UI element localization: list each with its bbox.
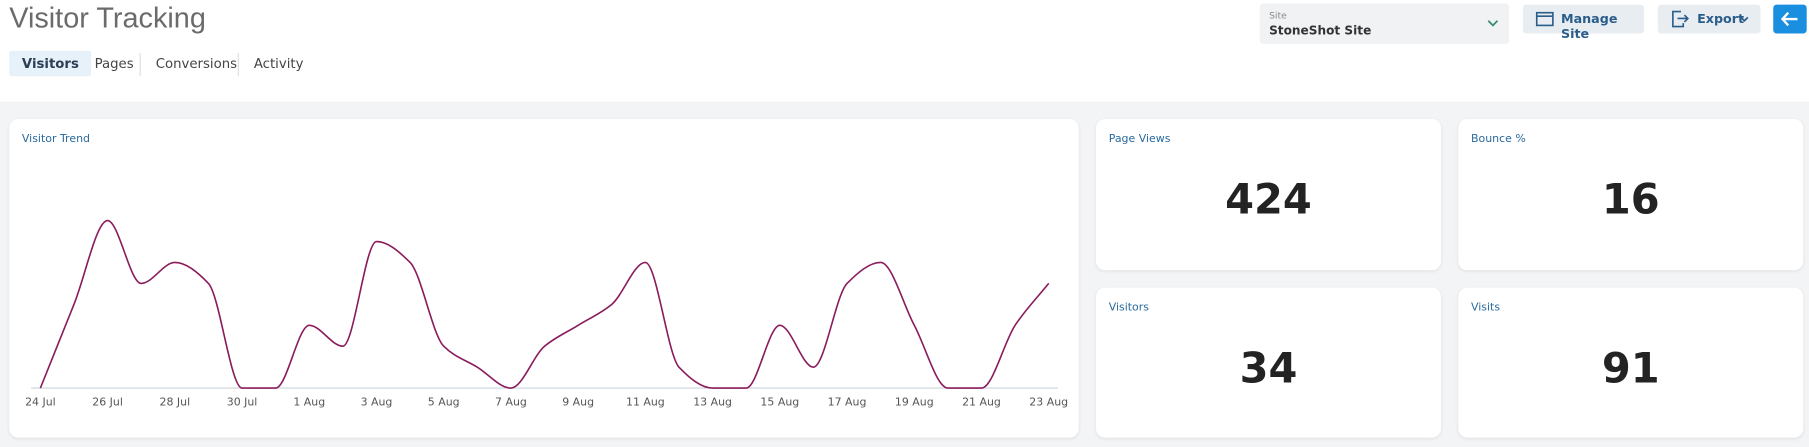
chevron [1487,20,1499,27]
x-tick-label: 17 Aug [828,395,867,408]
page-title: Visitor Tracking [9,2,206,35]
metric-label: Visits [1470,301,1501,315]
window-icon [1535,11,1554,27]
x-tick-label: 28 Jul [160,395,191,408]
arrow-icon [1780,11,1798,27]
button-label: Manage Site [1560,11,1618,42]
manage-site-button[interactable]: Manage Site [1522,4,1645,42]
metric-value: 16 [1601,176,1660,225]
x-tick-label: 13 Aug [693,395,732,408]
x-tick-label: 23 Aug [1029,395,1068,408]
metric-value: 424 [1225,176,1312,225]
metric-card: Visitors 34 [1096,287,1441,438]
tab[interactable]: Conversions [155,55,238,72]
metric-label: Page Views [1108,132,1171,146]
tab-separator [139,53,141,77]
tab[interactable]: Visitors [9,50,92,77]
x-tick-label: 26 Jul [92,395,123,408]
trend-line [39,219,1050,389]
metric-label: Visitors [1108,301,1149,315]
x-tick-label: 11 Aug [626,395,665,408]
tab-separator [237,53,239,77]
export-button[interactable]: Export [1657,4,1761,34]
metric-card: Bounce % 16 [1458,118,1804,271]
x-tick-label: 1 Aug [293,395,325,408]
export-icon [1672,10,1690,28]
x-tick-label: 24 Jul [25,395,56,408]
x-tick-label: 21 Aug [962,395,1001,408]
site-value: StoneShot Site [1269,24,1372,39]
metric-value: 91 [1601,345,1660,393]
x-tick-label: 3 Aug [361,395,393,408]
x-tick-label: 30 Jul [227,395,258,408]
metric-value: 34 [1239,345,1298,393]
site-label: Site [1269,10,1287,21]
x-tick-label: 9 Aug [562,395,594,408]
button-label: Export [1697,11,1745,27]
tab[interactable]: Pages [94,55,134,72]
site-select[interactable]: Site StoneShot Site [1259,3,1510,44]
chart-title: Visitor Trend [21,132,90,146]
x-tick-label: 5 Aug [428,395,460,408]
x-tick-label: 7 Aug [495,395,527,408]
back-button[interactable] [1773,4,1807,34]
x-tick-label: 19 Aug [895,395,934,408]
chart: 24 Jul 26 Jul 28 Jul 30 Jul 1 Aug 3 Aug 5 Aug 7… [25,219,1068,408]
chart-card: Visitor Trend 24 Jul 26 Jul 28 Jul 30 Jul 1 … [9,118,1079,438]
metric-card: Page Views 424 [1096,118,1441,271]
metric-label: Bounce % [1470,132,1526,146]
tab[interactable]: Activity [253,55,304,72]
chevron [1740,16,1749,23]
metric-card: Visits 91 [1458,287,1804,438]
x-tick-label: 15 Aug [760,395,799,408]
